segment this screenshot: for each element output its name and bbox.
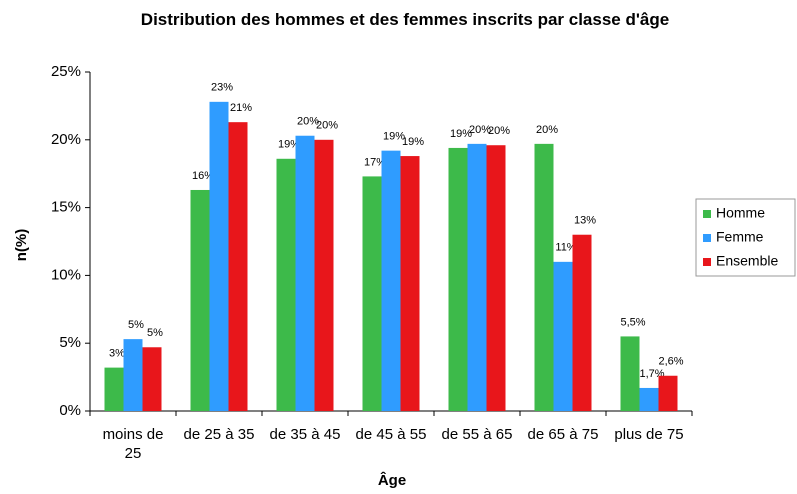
legend-label: Ensemble bbox=[716, 253, 778, 269]
legend-swatch bbox=[703, 258, 711, 266]
value-label: 13% bbox=[574, 215, 596, 227]
value-label: 19% bbox=[450, 128, 472, 140]
bar bbox=[276, 158, 296, 411]
x-tick-label: de 35 à 45 bbox=[269, 426, 341, 443]
value-label: 20% bbox=[469, 124, 491, 136]
x-tick-label: de 65 à 75 bbox=[527, 426, 599, 443]
value-label: 5% bbox=[147, 327, 163, 339]
value-label: 17% bbox=[364, 156, 386, 168]
bar bbox=[228, 122, 248, 411]
bar bbox=[314, 139, 334, 412]
value-label: 19% bbox=[278, 139, 300, 151]
value-label: 20% bbox=[316, 120, 338, 132]
y-tick-label: 0% bbox=[59, 402, 81, 419]
bar bbox=[553, 261, 573, 411]
value-label: 11% bbox=[555, 242, 576, 254]
value-label: 21% bbox=[230, 102, 252, 114]
value-label: 23% bbox=[211, 82, 233, 94]
bar bbox=[658, 375, 678, 411]
bar bbox=[486, 145, 506, 411]
value-label: 19% bbox=[402, 136, 424, 148]
legend-label: Femme bbox=[716, 229, 764, 245]
bar bbox=[620, 336, 640, 411]
value-label: 20% bbox=[297, 116, 319, 128]
bar bbox=[400, 156, 420, 411]
y-tick-label: 20% bbox=[51, 131, 81, 148]
bar bbox=[467, 143, 487, 412]
value-label: 5% bbox=[128, 319, 144, 331]
y-tick-label: 10% bbox=[51, 266, 81, 283]
x-tick-label: de 25 à 35 bbox=[183, 426, 255, 443]
value-label: 19% bbox=[383, 131, 405, 143]
value-label: 20% bbox=[536, 124, 558, 136]
legend-label: Homme bbox=[716, 205, 765, 221]
bar bbox=[123, 339, 143, 411]
value-label: 16% bbox=[192, 170, 214, 182]
x-axis-label: Âge bbox=[378, 471, 406, 489]
bar bbox=[572, 234, 592, 411]
value-label: 20% bbox=[488, 125, 510, 137]
bar bbox=[639, 387, 659, 411]
value-label: 3% bbox=[109, 348, 125, 360]
x-tick-label: moins de 25 bbox=[102, 426, 164, 462]
bar bbox=[209, 101, 229, 411]
bar bbox=[295, 135, 315, 411]
y-axis-label: n(%) bbox=[13, 229, 30, 262]
y-tick-label: 25% bbox=[51, 63, 81, 80]
bar bbox=[534, 143, 554, 412]
chart-title: Distribution des hommes et des femmes in… bbox=[140, 10, 670, 29]
legend-box bbox=[695, 198, 796, 277]
x-tick-label: de 55 à 65 bbox=[441, 426, 513, 443]
bar bbox=[362, 176, 382, 411]
bar bbox=[448, 147, 468, 411]
legend-swatch bbox=[703, 234, 711, 242]
x-tick-label: de 45 à 55 bbox=[355, 426, 427, 443]
value-label: 2,6% bbox=[658, 356, 683, 368]
x-tick-label: plus de 75 bbox=[614, 426, 684, 443]
legend-swatch bbox=[703, 210, 711, 218]
value-label: 5,5% bbox=[620, 316, 645, 328]
y-tick-label: 15% bbox=[51, 199, 81, 216]
bar bbox=[142, 347, 162, 411]
bar bbox=[381, 150, 401, 411]
value-label: 1,7% bbox=[639, 368, 664, 380]
bar bbox=[190, 189, 210, 411]
bar bbox=[104, 367, 124, 411]
y-tick-label: 5% bbox=[59, 334, 81, 351]
